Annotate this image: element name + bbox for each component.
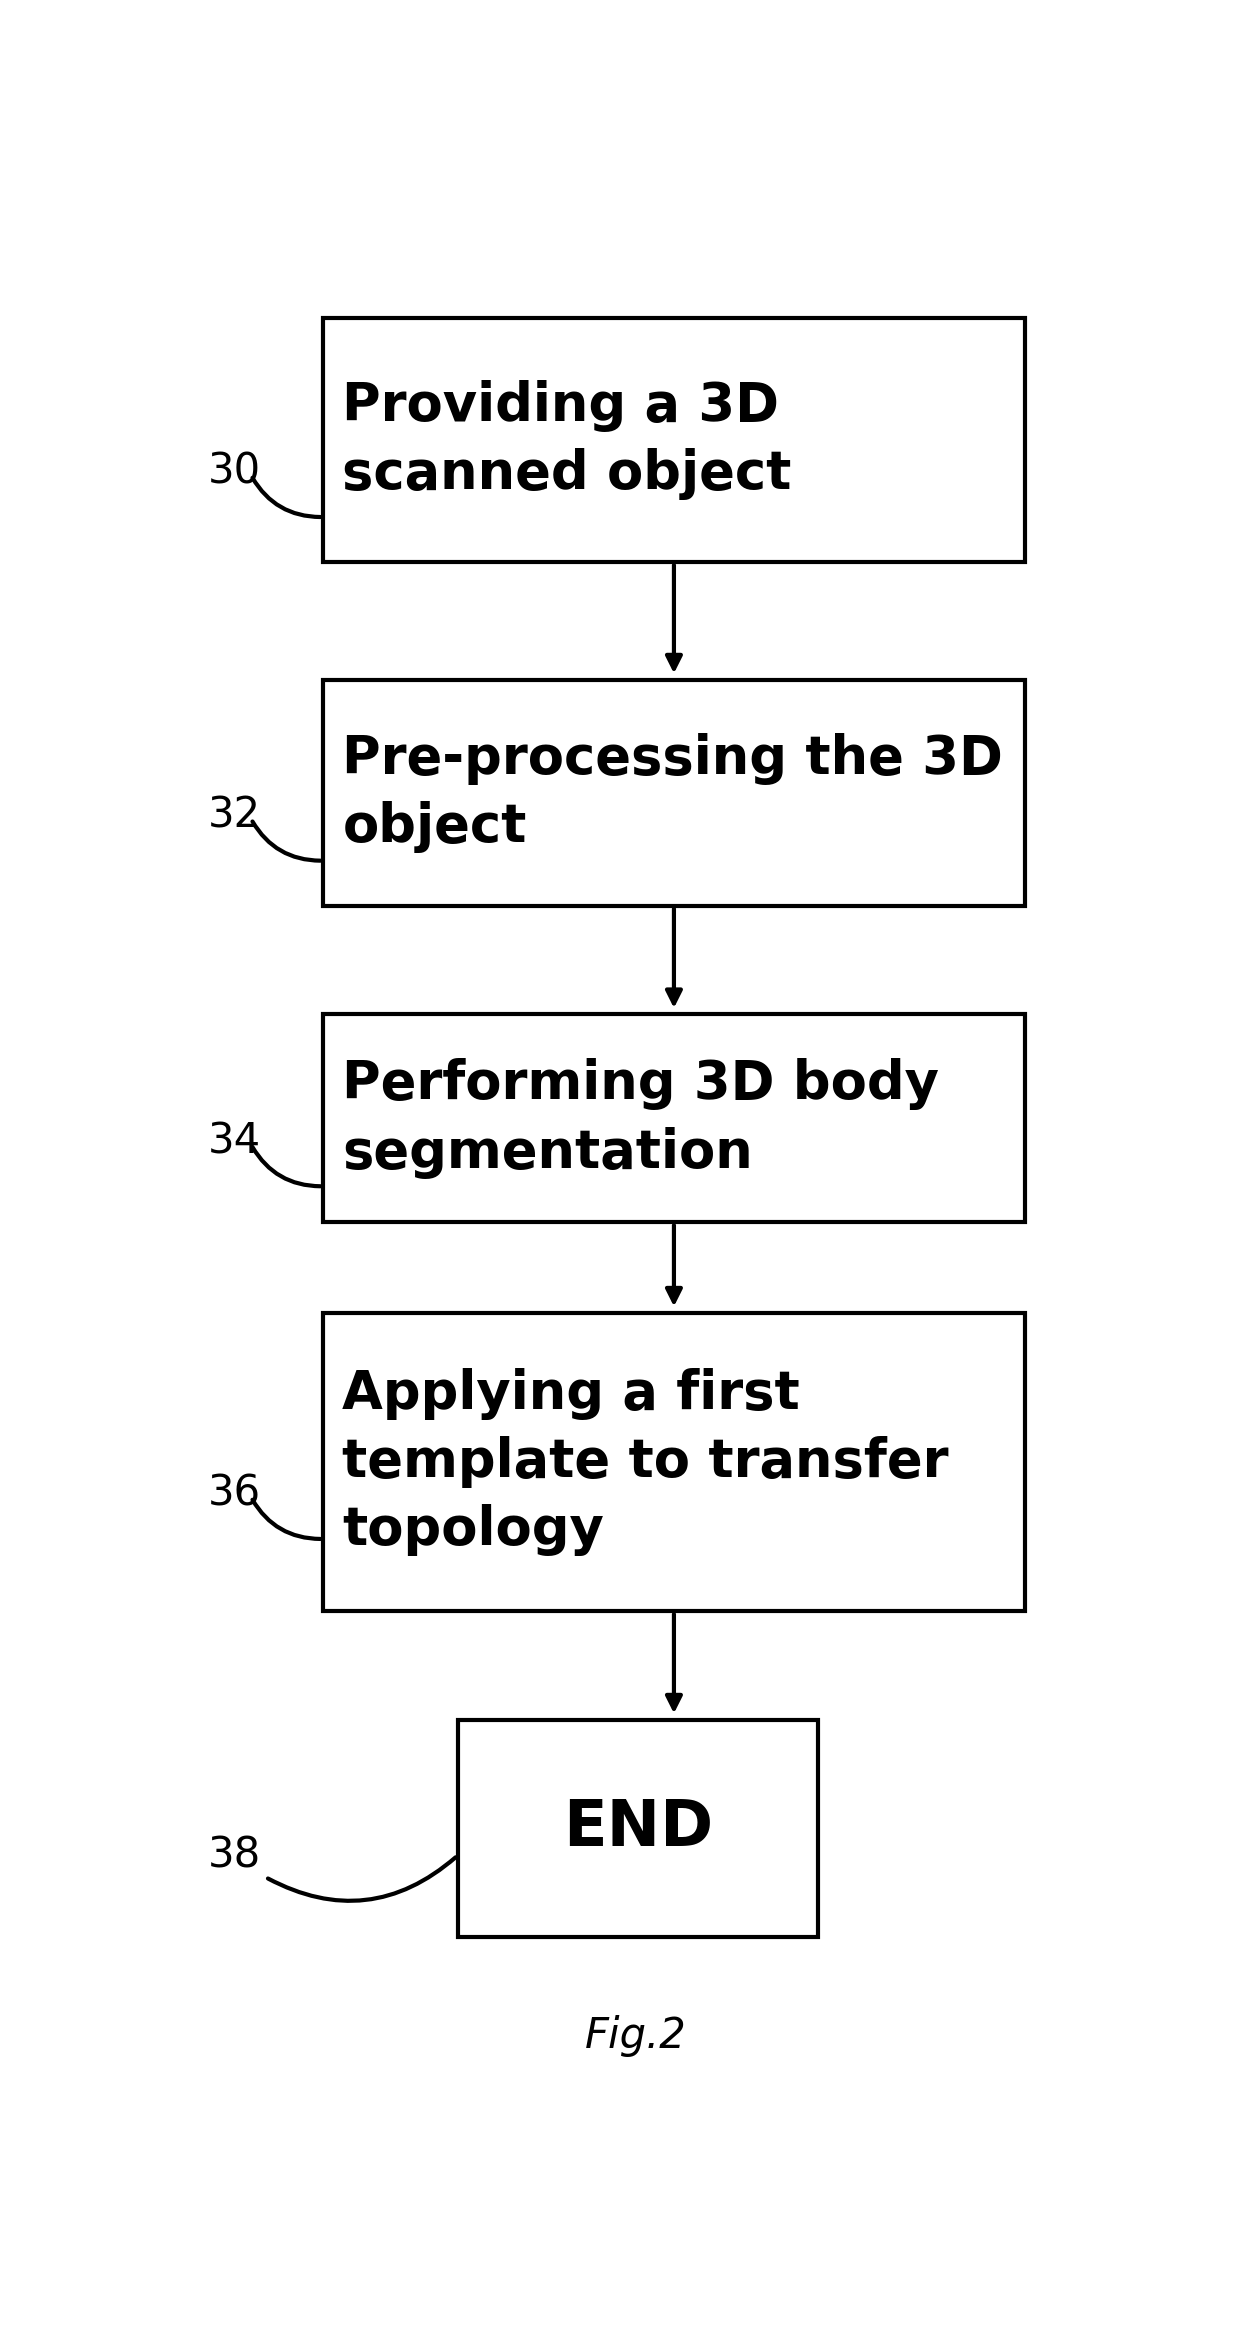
FancyBboxPatch shape <box>458 1719 818 1938</box>
Text: 34: 34 <box>208 1120 260 1163</box>
Text: Applying a first
template to transfer
topology: Applying a first template to transfer to… <box>342 1367 949 1557</box>
Text: 32: 32 <box>208 794 260 836</box>
Text: Pre-processing the 3D
object: Pre-processing the 3D object <box>342 733 1003 853</box>
FancyArrowPatch shape <box>253 1499 320 1539</box>
Text: 36: 36 <box>208 1473 260 1515</box>
Text: Performing 3D body
segmentation: Performing 3D body segmentation <box>342 1057 940 1179</box>
FancyBboxPatch shape <box>324 317 1024 561</box>
FancyArrowPatch shape <box>268 1858 455 1900</box>
Text: Fig.2: Fig.2 <box>584 2015 687 2058</box>
FancyArrowPatch shape <box>253 822 320 860</box>
FancyBboxPatch shape <box>324 1015 1024 1221</box>
FancyBboxPatch shape <box>324 679 1024 907</box>
FancyArrowPatch shape <box>253 477 320 517</box>
Text: 30: 30 <box>208 451 260 493</box>
Text: END: END <box>563 1797 713 1860</box>
Text: Providing a 3D
scanned object: Providing a 3D scanned object <box>342 381 792 500</box>
FancyBboxPatch shape <box>324 1313 1024 1611</box>
Text: 38: 38 <box>208 1835 262 1877</box>
FancyArrowPatch shape <box>253 1146 320 1186</box>
